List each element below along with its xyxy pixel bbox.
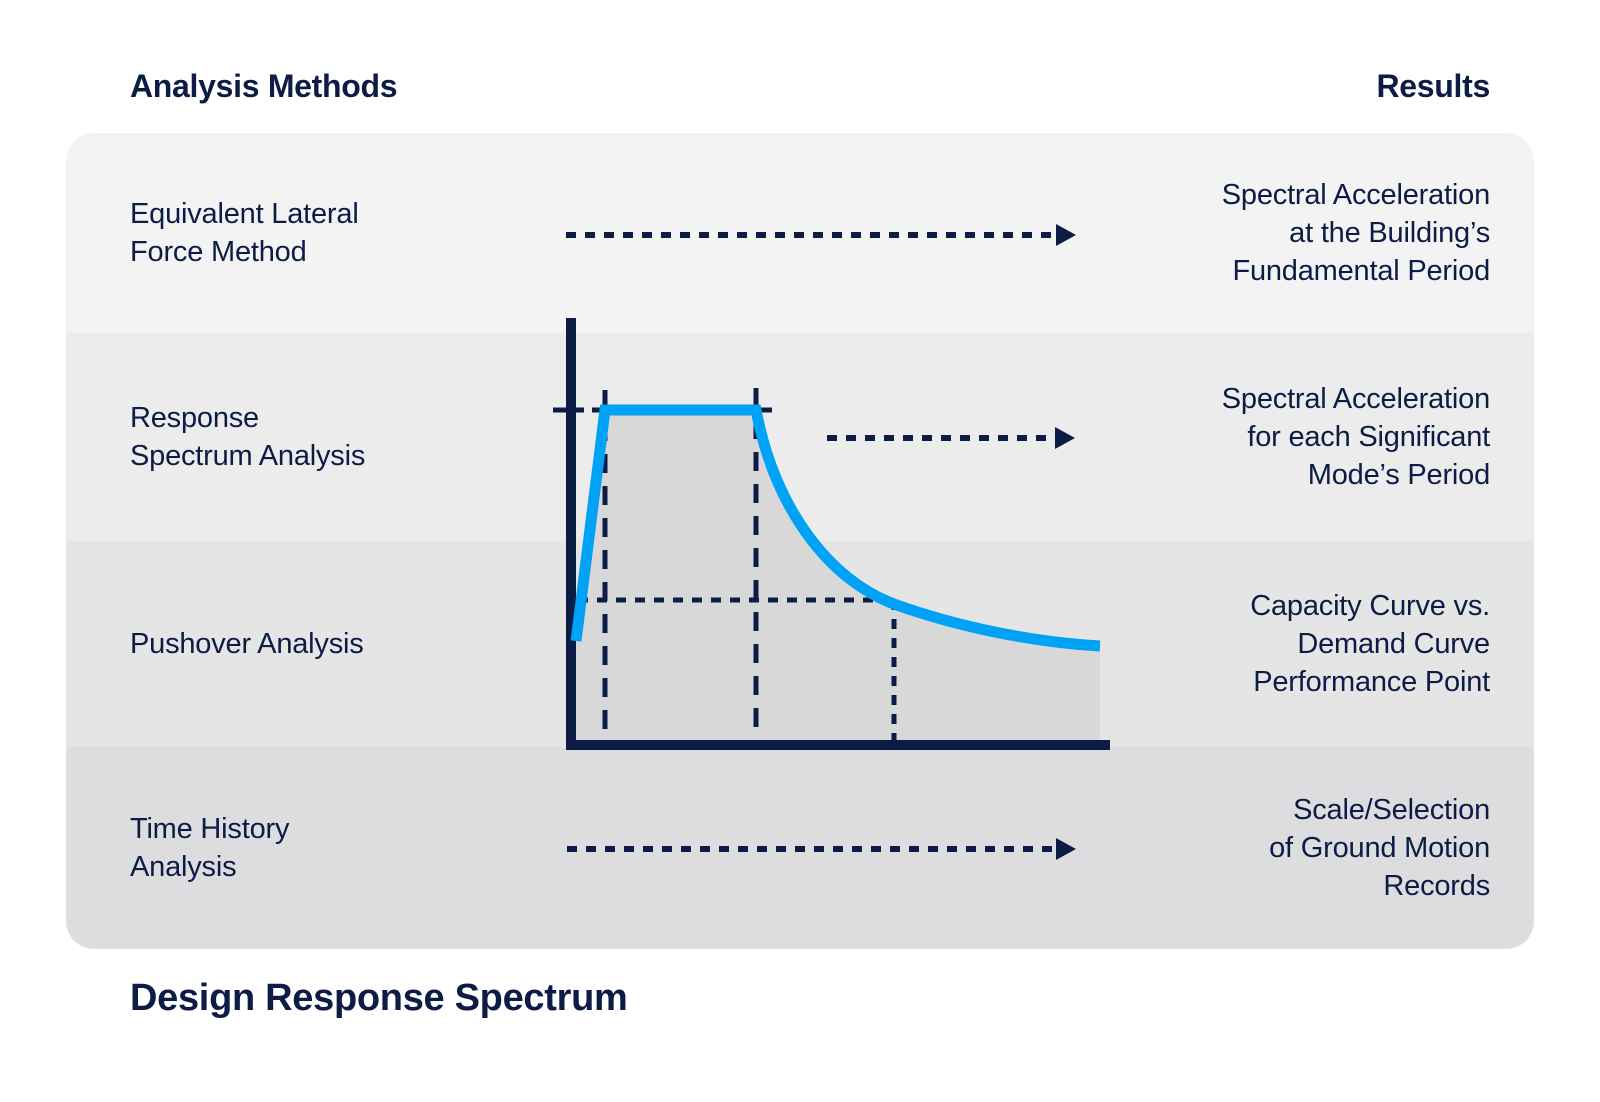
row-equivalent-lateral-force: Equivalent Lateral Force Method Spectral… [66, 133, 1534, 333]
row-response-spectrum-analysis: Response Spectrum Analysis Spectral Acce… [66, 333, 1534, 541]
method-result-band-stack: Equivalent Lateral Force Method Spectral… [66, 133, 1534, 949]
method-label: Time History Analysis [130, 813, 290, 883]
result-label: Spectral Acceleration at the Building’s … [1221, 179, 1490, 287]
result-label: Scale/Selection of Ground Motion Records [1269, 794, 1490, 902]
result-label: Spectral Acceleration for each Significa… [1221, 383, 1490, 491]
analysis-methods-heading: Analysis Methods [130, 68, 398, 104]
method-label: Pushover Analysis [130, 628, 364, 660]
method-label: Equivalent Lateral Force Method [130, 198, 359, 268]
method-label: Response Spectrum Analysis [130, 402, 366, 472]
results-heading: Results [1376, 68, 1491, 104]
chart-title: Design Response Spectrum [130, 977, 628, 1019]
row-time-history-analysis: Time History Analysis Scale/Selection of… [66, 747, 1534, 949]
result-label: Capacity Curve vs. Demand Curve Performa… [1250, 590, 1490, 698]
row-pushover-analysis: Pushover Analysis Capacity Curve vs. Dem… [66, 541, 1534, 747]
